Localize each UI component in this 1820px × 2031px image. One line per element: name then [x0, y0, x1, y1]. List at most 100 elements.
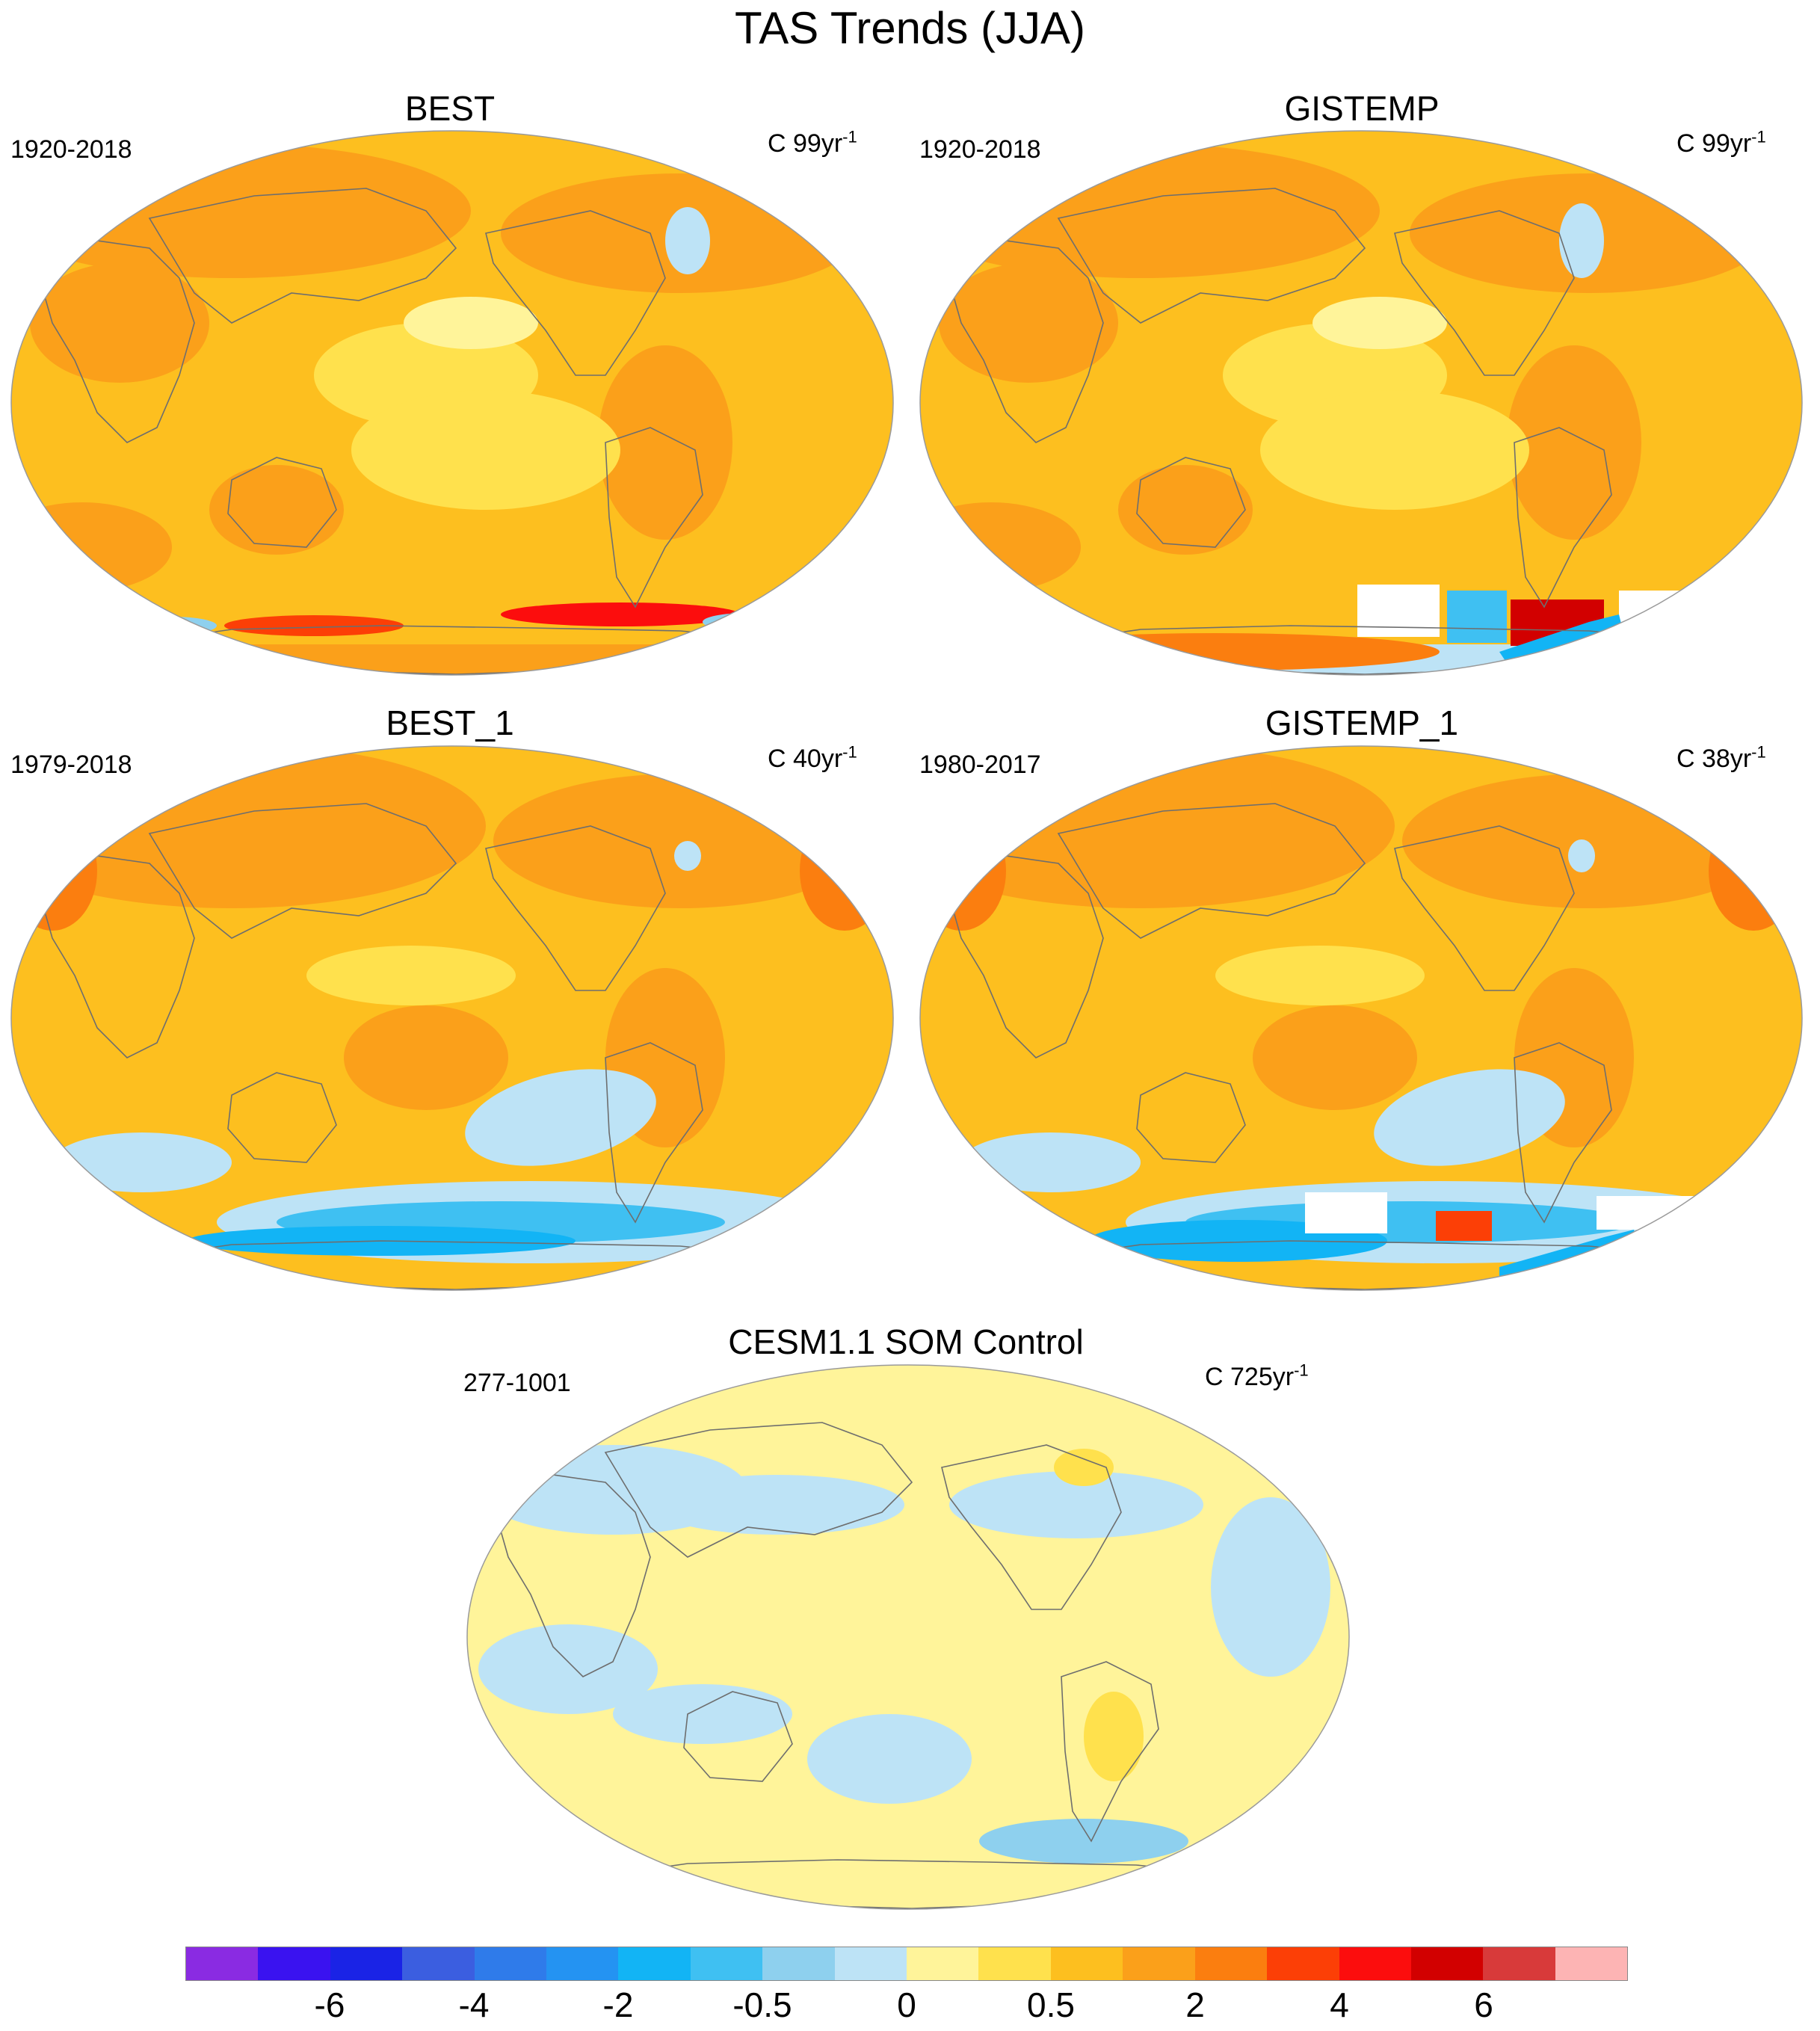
warming-region-south-pacific: [344, 1005, 508, 1110]
coastline: [604, 1422, 913, 1558]
panel-title-best-1: BEST_1: [386, 703, 514, 742]
colorbar-swatch: [546, 1947, 619, 1980]
colorbar-swatch: [1123, 1947, 1195, 1980]
map-border: [10, 130, 894, 676]
missing-data-region: [1357, 585, 1440, 637]
map-panel-best-1: [10, 745, 894, 1291]
coastline: [485, 825, 666, 991]
map-border: [466, 1364, 1350, 1910]
weak-trend-pacific: [404, 297, 538, 349]
colorbar-label: 0.5: [1027, 1985, 1075, 2024]
coastline: [1057, 188, 1366, 324]
colorbar-swatch: [1483, 1947, 1555, 1980]
map-field: [11, 746, 893, 1290]
warming-region-antarctic-coast: [1021, 1252, 1141, 1282]
cooling-region-north-america: [949, 1471, 1203, 1538]
map-panel-gistemp-1: [919, 745, 1803, 1291]
cooling-region-south-pacific: [807, 1714, 972, 1804]
missing-data-region: [1597, 1196, 1694, 1230]
colorbar-swatch: [618, 1947, 691, 1980]
antarctic-band: [11, 644, 893, 675]
colorbar-swatch: [1555, 1947, 1628, 1980]
colorbar-swatch: [907, 1947, 979, 1980]
colorbar-swatch: [834, 1947, 907, 1980]
mild-region-pacific: [306, 946, 516, 1005]
map-panel-gistemp: [919, 130, 1803, 676]
warming-region-australia: [1118, 465, 1253, 555]
strong-warming-southern-ocean: [224, 615, 404, 636]
colorbar-swatch: [762, 1947, 835, 1980]
warming-region-north: [920, 144, 1380, 278]
coastline: [1136, 1072, 1246, 1163]
cooling-region-australia: [613, 1684, 792, 1744]
panel-period-cesm: 277-1001: [463, 1369, 571, 1397]
coastline: [1514, 1042, 1612, 1224]
missing-data-region: [1305, 1192, 1387, 1233]
coastline: [1057, 803, 1366, 939]
panel-units-gistemp: C 99yr-1: [1676, 127, 1766, 158]
mild-region-south-pacific: [351, 390, 620, 510]
map-field: [920, 131, 1802, 675]
panel-units-cesm: C 725yr-1: [1205, 1360, 1309, 1391]
warming-region-antarctic: [1436, 1211, 1492, 1241]
warming-region-scandinavia: [1054, 1449, 1114, 1486]
map-field: [467, 1365, 1349, 1909]
colorbar-label: 6: [1474, 1985, 1493, 2024]
warming-region-southern-ocean: [11, 502, 172, 592]
coastline: [1514, 427, 1612, 608]
cooling-region-atlantic: [1211, 1497, 1330, 1677]
map-border: [10, 745, 894, 1291]
coastline: [605, 1042, 703, 1224]
map-border: [919, 745, 1803, 1291]
cooling-region-southern-ocean: [979, 1819, 1188, 1864]
colorbar-swatch: [474, 1947, 547, 1980]
colorbar-swatch: [1410, 1947, 1484, 1980]
colorbar: [185, 1947, 1628, 1981]
coastline: [148, 188, 457, 324]
map-field: [920, 746, 1802, 1290]
coastline: [485, 210, 666, 376]
coastline: [946, 240, 1104, 443]
panel-period-gistemp-1: 1980-2017: [919, 751, 1041, 779]
panel-title-gistemp: GISTEMP: [1284, 89, 1440, 128]
colorbar-swatch: [330, 1947, 403, 1980]
warming-region-south-america: [1507, 345, 1641, 540]
warming-region-australia: [209, 465, 344, 555]
panel-units-best-1: C 40yr-1: [768, 742, 857, 773]
coastline: [1394, 825, 1575, 991]
cooling-region-southern-ocean: [52, 1132, 232, 1192]
colorbar-swatch: [1267, 1947, 1339, 1980]
coastline: [946, 855, 1104, 1058]
colorbar-swatch: [186, 1947, 259, 1980]
coastline: [493, 1474, 651, 1677]
cooling-region-greenland: [1559, 203, 1604, 278]
panel-period-gistemp: 1920-2018: [919, 135, 1041, 164]
warming-region-africa: [939, 263, 1118, 383]
panel-title-cesm: CESM1.1 SOM Control: [728, 1322, 1084, 1361]
panel-units-gistemp-1: C 38yr-1: [1676, 742, 1766, 773]
warming-region-north: [920, 746, 1395, 908]
mild-region-pacific: [1215, 946, 1425, 1005]
colorbar-swatch: [1339, 1947, 1411, 1980]
strong-warming-southern-ocean: [501, 602, 740, 626]
colorbar-label: -6: [314, 1985, 345, 2024]
coastline: [941, 1444, 1122, 1610]
coastline: [1136, 457, 1246, 548]
cooling-region-southern-ocean: [961, 1132, 1141, 1192]
map-field: [11, 131, 893, 675]
strong-warming-europe: [11, 811, 97, 931]
panel-period-best: 1920-2018: [10, 135, 132, 164]
colorbar-swatch: [1050, 1947, 1123, 1980]
colorbar-swatch: [1194, 1947, 1268, 1980]
colorbar-label: 4: [1330, 1985, 1349, 2024]
cooling-region-greenland: [665, 207, 710, 274]
panel-units-best: C 99yr-1: [768, 127, 857, 158]
colorbar-label: -4: [458, 1985, 490, 2024]
map-border: [919, 130, 1803, 676]
warming-region-south-america: [598, 345, 732, 540]
warming-region-north: [11, 144, 471, 278]
coastline: [227, 457, 337, 548]
coastline: [1061, 1661, 1159, 1843]
coastline: [683, 1691, 793, 1782]
colorbar-label: 0: [897, 1985, 916, 2024]
